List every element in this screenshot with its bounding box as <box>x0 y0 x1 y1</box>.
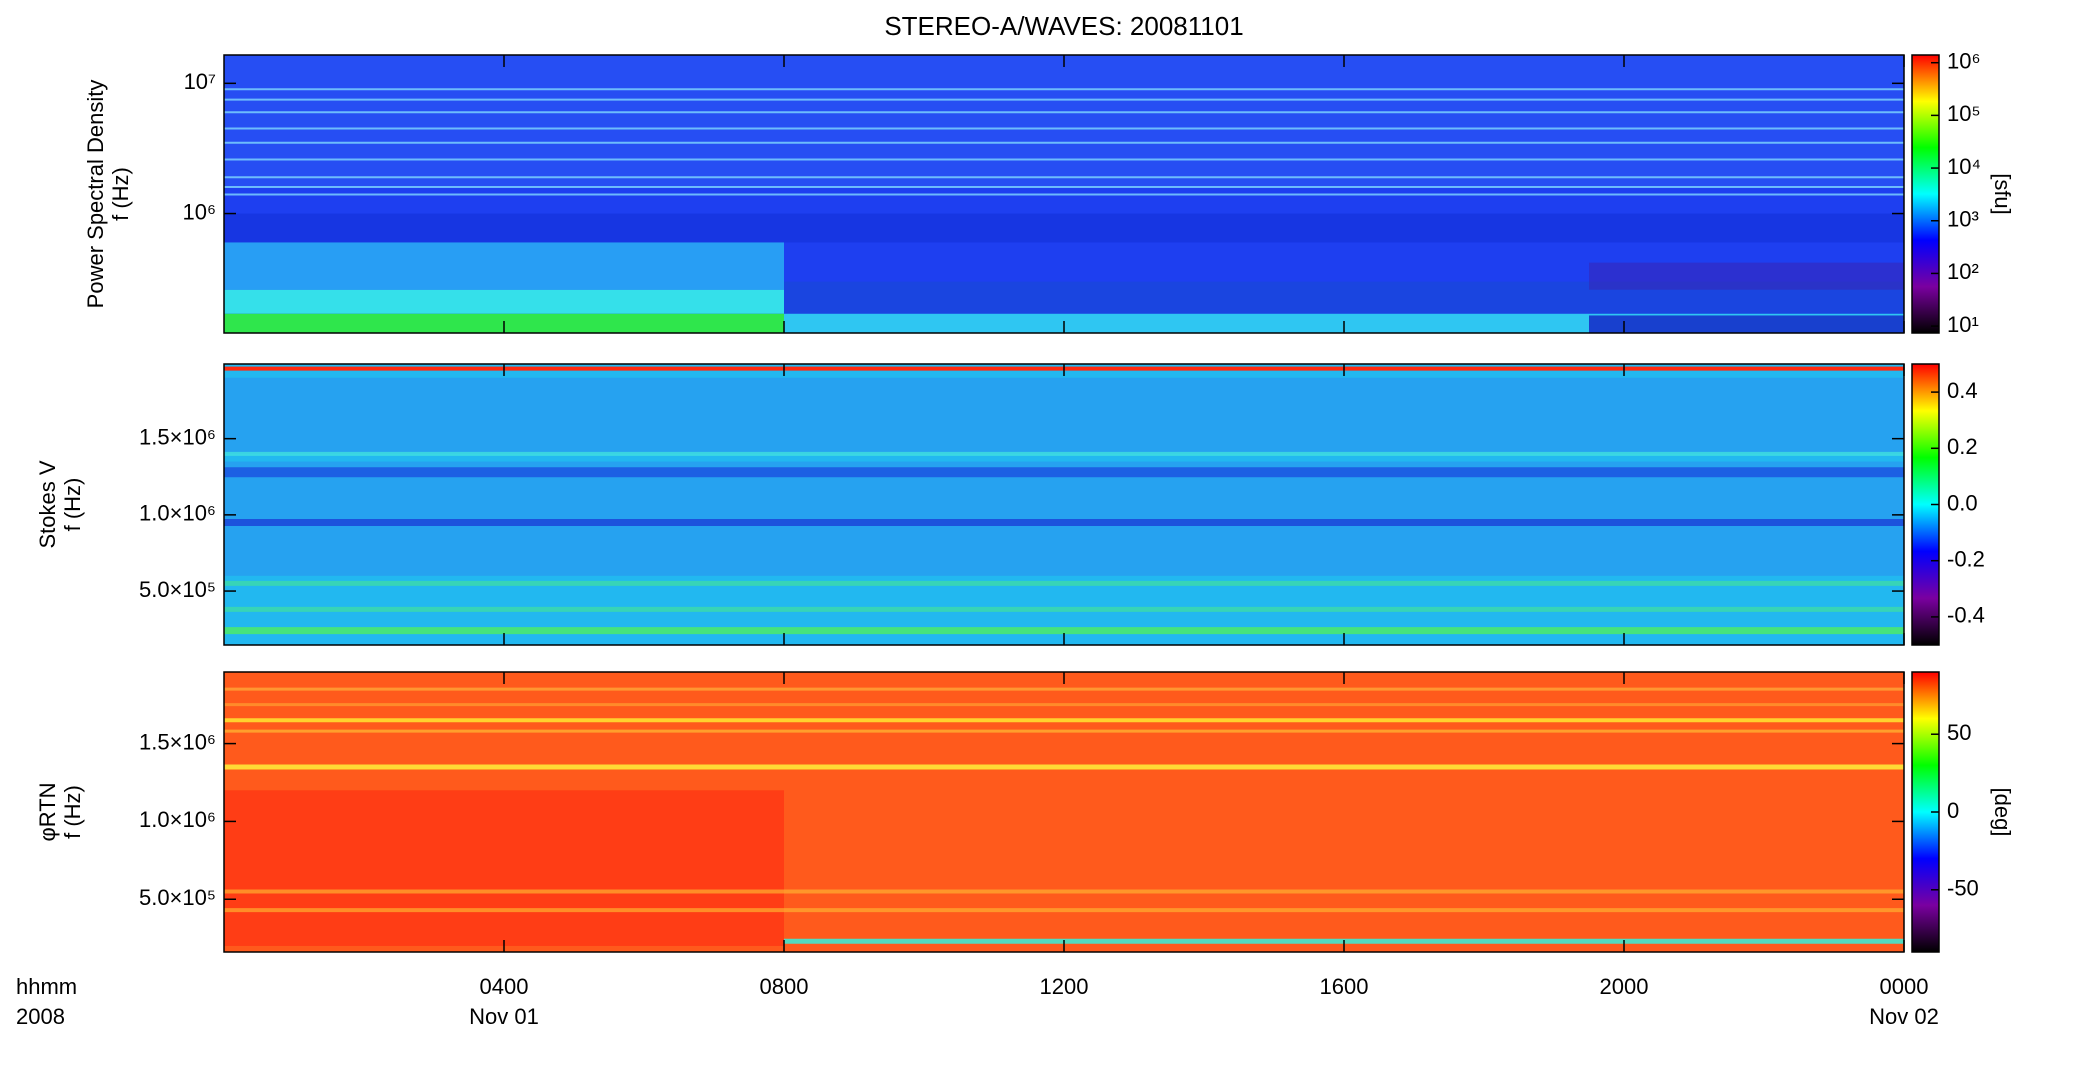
spectrogram-band <box>1589 315 1904 333</box>
y-tick-label: 1.0×10⁶ <box>139 501 216 526</box>
x-tick-date: Nov 01 <box>469 1004 539 1029</box>
colorbar-tick-label: 0.4 <box>1947 378 1978 403</box>
x-tick-label: 0400 <box>480 974 529 999</box>
spectrogram-band <box>224 461 1904 576</box>
x-tick-label: 1600 <box>1320 974 1369 999</box>
y-axis-label: Power Spectral Density <box>83 80 108 309</box>
colorbar-tick-label: -50 <box>1947 876 1979 901</box>
colorbar-tick-label: 0.0 <box>1947 490 1978 515</box>
colorbar <box>1911 54 1940 334</box>
colorbar-tick-label: 0.2 <box>1947 434 1978 459</box>
colorbar-tick-label: 10⁶ <box>1947 49 1981 74</box>
colorbar-tick-label: 50 <box>1947 720 1971 745</box>
spectrogram <box>224 55 1904 333</box>
y-tick-label: 5.0×10⁵ <box>139 577 216 602</box>
y-tick-label: 10⁷ <box>184 69 216 94</box>
spectrogram-band <box>224 790 784 946</box>
colorbar-label: [deg] <box>1990 788 2015 837</box>
y-tick-label: 1.5×10⁶ <box>139 729 216 754</box>
spectrogram-band <box>224 55 1904 187</box>
x-tick-label: 0000 <box>1880 974 1929 999</box>
spectrogram-band <box>224 377 1904 454</box>
x-axis-label: 2008 <box>16 1004 65 1029</box>
spectrogram <box>224 364 1904 645</box>
y-axis-label: f (Hz) <box>108 167 133 221</box>
colorbar-tick-label: 10¹ <box>1947 312 1979 337</box>
colorbar-label: [sfu] <box>1990 173 2015 215</box>
spectrogram-band <box>224 242 784 290</box>
y-tick-label: 10⁶ <box>182 199 216 224</box>
y-axis-label: f (Hz) <box>60 785 85 839</box>
chart-title: STEREO-A/WAVES: 20081101 <box>884 11 1243 41</box>
y-tick-label: 1.5×10⁶ <box>139 424 216 449</box>
spectrogram-band <box>224 289 784 314</box>
colorbar-tick-label: -0.4 <box>1947 603 1985 628</box>
y-axis-label: φRTN <box>35 782 60 841</box>
colorbar-tick-label: 10⁵ <box>1947 101 1981 126</box>
x-axis-label: hhmm <box>16 974 77 999</box>
y-tick-label: 1.0×10⁶ <box>139 807 216 832</box>
spectrogram-band <box>1589 262 1904 290</box>
y-tick-label: 5.0×10⁵ <box>139 885 216 910</box>
x-tick-date: Nov 02 <box>1869 1004 1939 1029</box>
colorbar-tick-label: -0.2 <box>1947 547 1985 572</box>
y-axis-label: Stokes V <box>35 460 60 548</box>
colorbar-tick-label: 10³ <box>1947 207 1979 232</box>
x-tick-label: 2000 <box>1600 974 1649 999</box>
y-axis-label: f (Hz) <box>60 478 85 532</box>
colorbar-tick-label: 10⁴ <box>1947 154 1981 179</box>
spectrogram <box>224 672 1904 952</box>
colorbar-tick-label: 10² <box>1947 259 1979 284</box>
x-tick-label: 1200 <box>1040 974 1089 999</box>
x-tick-label: 0800 <box>760 974 809 999</box>
spectrogram-band <box>224 213 1904 243</box>
colorbar-tick-label: 0 <box>1947 798 1959 823</box>
